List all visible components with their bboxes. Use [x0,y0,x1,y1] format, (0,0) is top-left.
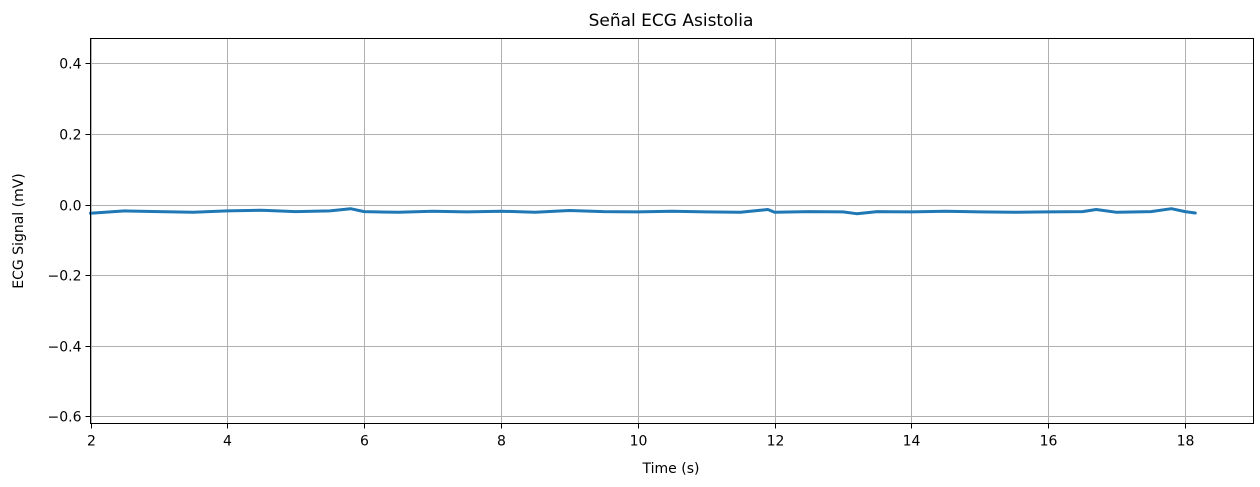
series-layer [89,207,1197,216]
y-tick-label: −0.6 [48,410,82,426]
y-axis-label: ECG Signal (mV) [11,173,27,289]
y-tick-label: −0.2 [48,269,82,285]
plot-frame [90,38,1254,424]
grid-lines [90,38,1254,424]
x-tick-label: 10 [630,434,648,450]
x-tick-label: 14 [903,434,921,450]
x-tick-label: 18 [1177,434,1195,450]
y-tick-label: 0.2 [59,128,81,144]
x-tick-label: 8 [497,434,506,450]
axis-ticks: 2 4 6 8 10 12 14 16 18 −0.6 −0.4 −0.2 0.0 0.2 0.4 [48,57,1195,450]
y-tick-label: 0.4 [59,57,81,73]
x-tick-label: 4 [223,434,232,450]
chart-title: Señal ECG Asistolia [589,11,754,31]
ecg-signal-line [89,207,1197,216]
x-tick-label: 6 [360,434,369,450]
x-tick-label: 2 [87,434,96,450]
x-axis-label: Time (s) [642,461,700,477]
y-tick-label: −0.4 [48,340,82,356]
y-tick-label: 0.0 [59,199,81,215]
x-tick-label: 16 [1040,434,1058,450]
x-tick-label: 12 [767,434,785,450]
